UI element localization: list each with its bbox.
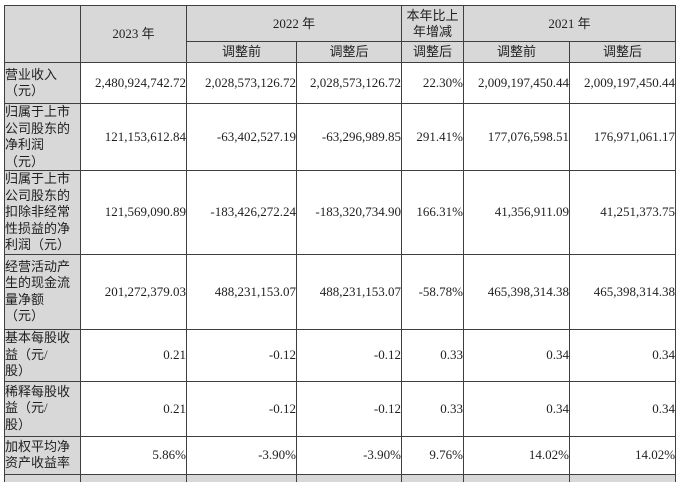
row-label: 稀释每股收 益（元/ 股） bbox=[4, 380, 81, 437]
value-2022-after: 2,028,573,126.72 bbox=[295, 62, 403, 104]
header-year-2022: 2022 年 bbox=[185, 5, 403, 42]
value-2023: 5.86% bbox=[80, 435, 187, 475]
header-row-top: 2023 年 2022 年 本年比上 年增减 2021 年 bbox=[4, 5, 677, 63]
header-row-sub: 调整前 调整后 调整后 调整前 调整后 bbox=[5, 41, 677, 63]
row-label: 经营活动产 生的现金流 量净额 （元） bbox=[4, 253, 81, 330]
value-2023: 0.21 bbox=[80, 380, 187, 437]
value-2021-after: 2,009,197,450.44 bbox=[569, 62, 677, 104]
value-2021-after: 0.34 bbox=[569, 380, 677, 437]
value-yoy: 0.33 bbox=[401, 380, 465, 437]
value-2021-after: 0.34 bbox=[569, 328, 677, 382]
row-label: 归属于上市 公司股东的 净利润 （元） bbox=[4, 103, 81, 171]
value-yoy: 291.41% bbox=[401, 103, 465, 171]
header-year-2021: 2021 年 bbox=[463, 5, 677, 42]
value-2022-before: -183,426,272.24 bbox=[186, 170, 297, 255]
value-2022-before: -63,402,527.19 bbox=[186, 103, 297, 171]
table-row-revenue: 营业收入 （元） 2,480,924,742.72 2,028,573,126.… bbox=[4, 62, 677, 104]
value-2022-after: -0.12 bbox=[295, 380, 403, 437]
value-2023: 0.21 bbox=[80, 328, 187, 382]
value-2023: 121,569,090.89 bbox=[80, 170, 187, 255]
table-row-operating-cash-flow: 经营活动产 生的现金流 量净额 （元） 201,272,379.03 488,2… bbox=[4, 253, 677, 330]
partial-cell bbox=[295, 473, 403, 482]
value-2022-after: 488,231,153.07 bbox=[295, 253, 403, 330]
value-2022-after: -63,296,989.85 bbox=[295, 103, 403, 171]
header-2022-adj-after: 调整后 bbox=[295, 41, 403, 63]
partial-cell bbox=[401, 473, 465, 482]
value-yoy: 22.30% bbox=[401, 62, 465, 104]
table-row-diluted-eps: 稀释每股收 益（元/ 股） 0.21 -0.12 -0.12 0.33 0.34… bbox=[4, 380, 677, 437]
value-2021-before: 465,398,314.38 bbox=[463, 253, 571, 330]
value-yoy: 0.33 bbox=[401, 328, 465, 382]
financial-summary-table: 2023 年 2022 年 本年比上 年增减 2021 年 调整前 调整后 调整… bbox=[4, 5, 677, 482]
header-yoy: 本年比上 年增减 bbox=[401, 5, 465, 42]
value-2022-after: -3.90% bbox=[295, 435, 403, 475]
row-label: 营业收入 （元） bbox=[4, 62, 81, 104]
partial-cell bbox=[569, 473, 677, 482]
value-2022-after: -183,320,734.90 bbox=[295, 170, 403, 255]
row-label: 基本每股收 益（元/ 股） bbox=[4, 328, 81, 382]
partial-cell bbox=[4, 473, 81, 482]
partial-cell bbox=[463, 473, 571, 482]
header-2021-adj-before: 调整前 bbox=[463, 41, 571, 63]
value-yoy: 9.76% bbox=[401, 435, 465, 475]
value-2021-before: 14.02% bbox=[463, 435, 571, 475]
value-2022-after: -0.12 bbox=[295, 328, 403, 382]
table-row-weighted-avg-roe: 加权平均净 资产收益率 5.86% -3.90% -3.90% 9.76% 14… bbox=[4, 435, 677, 475]
partial-cell bbox=[80, 473, 187, 482]
header-2022-adj-before: 调整前 bbox=[186, 41, 297, 63]
table-row-basic-eps: 基本每股收 益（元/ 股） 0.21 -0.12 -0.12 0.33 0.34… bbox=[4, 328, 677, 382]
value-2022-before: 488,231,153.07 bbox=[186, 253, 297, 330]
header-2021-adj-after: 调整后 bbox=[569, 41, 677, 63]
value-2021-before: 41,356,911.09 bbox=[463, 170, 571, 255]
table-row-net-profit: 归属于上市 公司股东的 净利润 （元） 121,153,612.84 -63,4… bbox=[4, 103, 677, 171]
value-yoy: 166.31% bbox=[401, 170, 465, 255]
value-yoy: -58.78% bbox=[401, 253, 465, 330]
table-row-net-profit-excl-nonrecurring: 归属于上市 公司股东的 扣除非经常 性损益的净 利润（元） 121,569,09… bbox=[4, 170, 677, 255]
row-label: 加权平均净 资产收益率 bbox=[4, 435, 81, 475]
value-2022-before: 2,028,573,126.72 bbox=[186, 62, 297, 104]
header-yoy-adj-after: 调整后 bbox=[401, 41, 465, 63]
table-row-partial-cutoff bbox=[4, 473, 677, 482]
value-2021-before: 0.34 bbox=[463, 380, 571, 437]
value-2022-before: -0.12 bbox=[186, 380, 297, 437]
value-2021-after: 465,398,314.38 bbox=[569, 253, 677, 330]
value-2021-after: 176,971,061.17 bbox=[569, 103, 677, 171]
value-2023: 2,480,924,742.72 bbox=[80, 62, 187, 104]
partial-cell bbox=[186, 473, 297, 482]
header-year-2023: 2023 年 bbox=[80, 5, 187, 63]
value-2021-after: 14.02% bbox=[569, 435, 677, 475]
row-label: 归属于上市 公司股东的 扣除非经常 性损益的净 利润（元） bbox=[4, 170, 81, 255]
value-2023: 201,272,379.03 bbox=[80, 253, 187, 330]
value-2023: 121,153,612.84 bbox=[80, 103, 187, 171]
value-2021-before: 177,076,598.51 bbox=[463, 103, 571, 171]
value-2022-before: -3.90% bbox=[186, 435, 297, 475]
value-2021-after: 41,251,373.75 bbox=[569, 170, 677, 255]
value-2022-before: -0.12 bbox=[186, 328, 297, 382]
value-2021-before: 0.34 bbox=[463, 328, 571, 382]
header-corner-cell bbox=[4, 5, 81, 63]
value-2021-before: 2,009,197,450.44 bbox=[463, 62, 571, 104]
